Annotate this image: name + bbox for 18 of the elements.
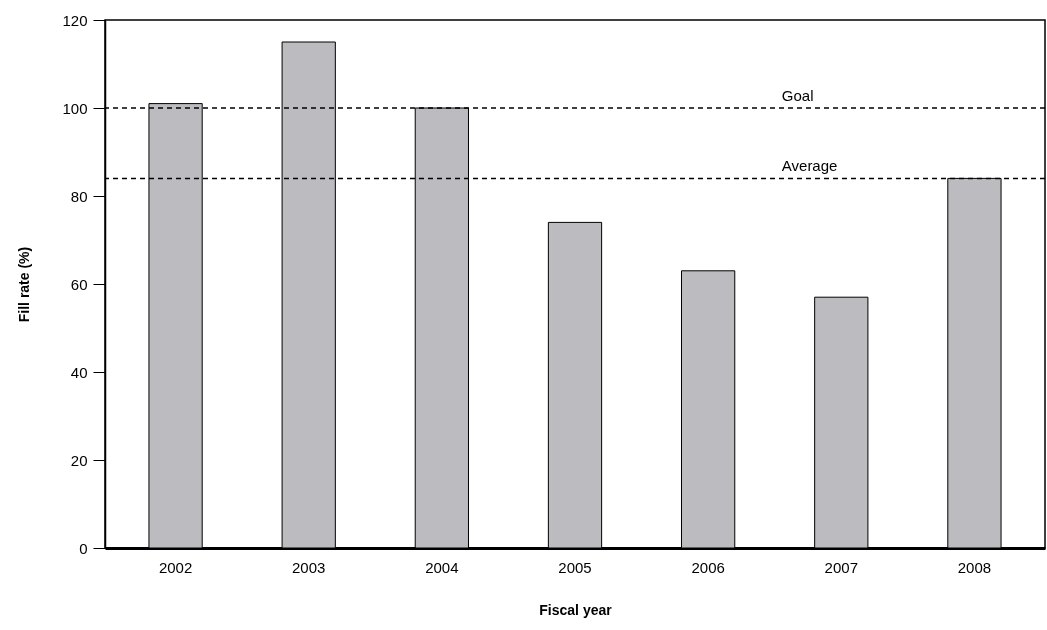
x-tick-label: 2008 bbox=[957, 558, 992, 576]
y-tick-label: 0 bbox=[79, 539, 88, 557]
ref-line-label: Goal bbox=[781, 87, 814, 104]
x-tick-label: 2004 bbox=[425, 558, 459, 576]
x-axis-title: Fiscal year bbox=[539, 601, 613, 618]
y-axis-title: Fill rate (%) bbox=[16, 246, 33, 323]
y-tick-label: 40 bbox=[70, 363, 88, 381]
y-tick-label: 80 bbox=[70, 187, 88, 205]
ref-line-label: Average bbox=[781, 157, 838, 175]
x-tick-label: 2007 bbox=[824, 558, 858, 576]
x-tick-label: 2006 bbox=[691, 558, 725, 576]
y-tick-label: 100 bbox=[62, 99, 88, 117]
y-tick-label: 20 bbox=[70, 451, 88, 469]
y-tick-label: 120 bbox=[62, 11, 88, 29]
x-tick-label: 2002 bbox=[158, 558, 193, 576]
y-tick-label: 60 bbox=[70, 275, 88, 293]
x-tick-label: 2003 bbox=[292, 558, 326, 576]
x-tick-label: 2005 bbox=[558, 558, 592, 576]
